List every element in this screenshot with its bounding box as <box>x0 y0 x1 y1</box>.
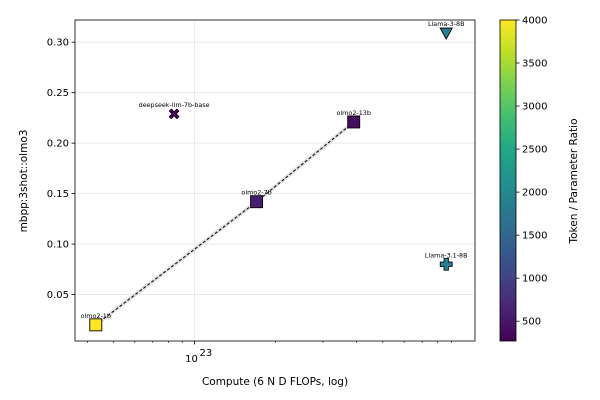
point-label-olmo2-1b: olmo2-1b <box>81 312 111 320</box>
point-olmo2-13b <box>347 115 361 129</box>
colorbar: 500 1000 1500 2000 2500 3000 3500 4000 Token / … <box>499 16 580 342</box>
point-label-olmo2-7b: olmo2-7b <box>241 189 271 197</box>
colorbar-tick-label: 1500 <box>522 231 547 242</box>
point-label-llama-3-1-8b: Llama-3.1-8B <box>425 251 468 259</box>
point-olmo2-1b <box>89 318 103 332</box>
x-tick-label: 10 <box>185 354 198 365</box>
colorbar-gradient <box>499 19 517 342</box>
point-llama-3-8b <box>439 27 453 41</box>
point-label-olmo2-13b: olmo2-13b <box>337 109 371 117</box>
point-label-deepseek-llm-7b-base: deepseek-llm-7b-base <box>139 101 210 109</box>
x-axis-label: Compute (6 N D FLOPs, log) <box>202 376 348 388</box>
y-tick-label: 0.25 <box>47 88 69 99</box>
point-label-llama-3-8b: Llama-3-8B <box>428 20 465 28</box>
y-tick-label: 0.15 <box>47 189 69 200</box>
point-labels: olmo2-1b olmo2-7b olmo2-13b deepseek-llm-7b… <box>81 20 468 320</box>
x-tick-label-exponent: 23 <box>200 348 213 359</box>
y-axis-label: mbpp:3shot::olmo3 <box>18 130 30 233</box>
colorbar-tick-label: 1000 <box>522 274 547 285</box>
y-tick-label: 0.10 <box>47 240 69 251</box>
point-llama-3-1-8b <box>439 257 453 271</box>
point-deepseek-llm-7b-base <box>168 108 180 120</box>
plot-frame <box>74 19 476 342</box>
plot-area: olmo2-1b olmo2-7b olmo2-13b deepseek-llm-7b… <box>47 19 476 365</box>
colorbar-tick-label: 2500 <box>522 145 547 156</box>
y-tick-label: 0.20 <box>47 139 69 150</box>
data-points <box>89 27 453 332</box>
colorbar-tick-label: 3000 <box>522 102 547 113</box>
colorbar-tick-label: 4000 <box>522 16 547 27</box>
colorbar-tick-label: 500 <box>522 317 541 328</box>
y-tick-label: 0.30 <box>47 38 69 49</box>
colorbar-tick-label: 3500 <box>522 59 547 70</box>
colorbar-tick-label: 2000 <box>522 188 547 199</box>
gridlines <box>75 20 475 341</box>
colorbar-ticks: 500 1000 1500 2000 2500 3000 3500 4000 <box>516 16 547 328</box>
y-tick-label: 0.05 <box>47 290 69 301</box>
colorbar-label: Token / Parameter Ratio <box>568 118 580 244</box>
point-olmo2-7b <box>250 195 264 209</box>
